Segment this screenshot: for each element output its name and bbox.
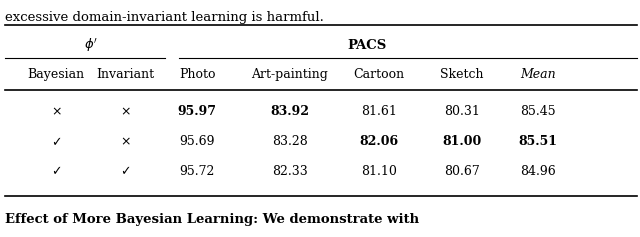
Text: 95.72: 95.72 — [179, 165, 215, 178]
Text: $\times$: $\times$ — [120, 105, 131, 118]
Text: $\checkmark$: $\checkmark$ — [51, 165, 61, 178]
Text: Mean: Mean — [520, 68, 556, 81]
Text: 83.92: 83.92 — [271, 105, 309, 118]
Text: 95.69: 95.69 — [179, 135, 215, 148]
Text: 84.96: 84.96 — [520, 165, 556, 178]
Text: PACS: PACS — [348, 39, 387, 51]
Text: 85.45: 85.45 — [520, 105, 556, 118]
Text: $\checkmark$: $\checkmark$ — [51, 135, 61, 148]
Text: 83.28: 83.28 — [272, 135, 308, 148]
Text: Art-painting: Art-painting — [252, 68, 328, 81]
Text: Photo: Photo — [179, 68, 216, 81]
Text: 82.06: 82.06 — [359, 135, 399, 148]
Text: 81.10: 81.10 — [361, 165, 397, 178]
Text: $\times$: $\times$ — [51, 105, 61, 118]
Text: 85.51: 85.51 — [518, 135, 557, 148]
Text: 81.00: 81.00 — [442, 135, 482, 148]
Text: excessive domain-invariant learning is harmful.: excessive domain-invariant learning is h… — [5, 11, 324, 24]
Text: Effect of More Bayesian Learning: We demonstrate with: Effect of More Bayesian Learning: We dem… — [5, 213, 419, 226]
Text: 80.67: 80.67 — [444, 165, 480, 178]
Text: $\times$: $\times$ — [120, 135, 131, 148]
Text: Bayesian: Bayesian — [28, 68, 85, 81]
Text: 82.33: 82.33 — [272, 165, 308, 178]
Text: 81.61: 81.61 — [361, 105, 397, 118]
Text: $\checkmark$: $\checkmark$ — [120, 165, 131, 178]
Text: $\phi'$: $\phi'$ — [84, 36, 98, 54]
Text: Sketch: Sketch — [440, 68, 484, 81]
Text: Invariant: Invariant — [97, 68, 154, 81]
Text: 80.31: 80.31 — [444, 105, 480, 118]
Text: 95.97: 95.97 — [178, 105, 216, 118]
Text: Cartoon: Cartoon — [353, 68, 404, 81]
